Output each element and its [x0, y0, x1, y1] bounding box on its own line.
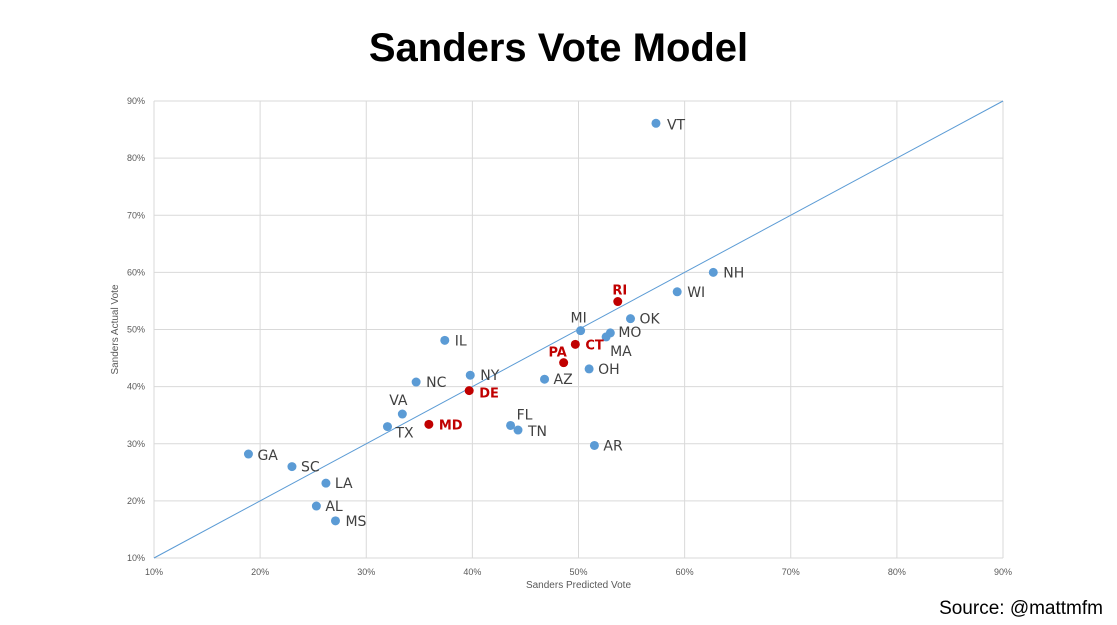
point-nc	[411, 377, 421, 387]
point-ar	[589, 440, 599, 450]
point-label-ms: MS	[345, 514, 366, 530]
point-label-tn: TN	[527, 424, 547, 440]
x-tick-label: 30%	[357, 567, 375, 577]
chart-title: Sanders Vote Model	[368, 26, 749, 70]
y-tick-label: 90%	[127, 96, 145, 106]
x-axis-label: Sanders Predicted Vote	[526, 580, 632, 591]
point-label-az: AZ	[554, 372, 573, 388]
x-tick-label: 80%	[888, 567, 906, 577]
point-ma	[601, 332, 611, 342]
point-oh	[584, 364, 594, 374]
point-label-ma: MA	[610, 344, 632, 360]
x-tick-label: 90%	[994, 567, 1012, 577]
point-label-il: IL	[455, 333, 467, 349]
point-label-ok: OK	[640, 312, 661, 328]
point-label-ny: NY	[480, 368, 499, 384]
axes: 10% 20% 30% 40% 50% 60% 70% 80% 90% 10% 20% 30% 40% 5…	[127, 96, 1012, 577]
point-ok	[626, 314, 636, 324]
point-label-fl: FL	[517, 407, 533, 423]
point-label-ga: GA	[257, 448, 278, 464]
point-ms	[330, 516, 340, 526]
point-labels: VT NH WI RI OK MI MO MA CT IL PA OH NY AZ NC DE VA MD FL TX…	[257, 117, 744, 530]
point-label-al: AL	[325, 499, 343, 515]
source-credit: Source: @mattmfm	[939, 598, 1103, 619]
point-label-nh: NH	[723, 265, 744, 281]
point-il	[440, 335, 450, 345]
x-tick-label: 40%	[463, 567, 481, 577]
y-axis-label: Sanders Actual Vote	[110, 284, 121, 375]
y-tick-label: 30%	[127, 439, 145, 449]
point-label-vt: VT	[667, 117, 686, 133]
point-tx	[382, 422, 392, 432]
point-mi	[576, 326, 586, 336]
point-label-nc: NC	[426, 375, 446, 391]
point-label-tx: TX	[394, 426, 414, 442]
point-label-ct: CT	[585, 338, 604, 353]
point-label-la: LA	[335, 476, 353, 492]
point-md	[424, 419, 434, 429]
point-label-sc: SC	[301, 460, 320, 476]
point-label-mo: MO	[618, 325, 641, 341]
point-label-ri: RI	[612, 284, 627, 299]
x-tick-label: 10%	[145, 567, 163, 577]
point-label-de: DE	[479, 387, 499, 402]
point-pa	[559, 358, 569, 368]
x-tick-label: 50%	[569, 567, 587, 577]
x-tick-label: 70%	[782, 567, 800, 577]
point-fl	[506, 420, 516, 430]
y-tick-label: 10%	[127, 553, 145, 563]
point-nh	[708, 267, 718, 277]
point-ct	[570, 339, 580, 349]
point-la	[321, 478, 331, 488]
point-va	[397, 409, 407, 419]
point-de	[464, 386, 474, 396]
point-label-ar: AR	[603, 438, 623, 454]
point-label-wi: WI	[687, 285, 705, 301]
data-points	[243, 118, 718, 526]
point-ny	[465, 370, 475, 380]
point-label-pa: PA	[548, 346, 566, 361]
y-tick-label: 60%	[127, 267, 145, 277]
point-label-oh: OH	[598, 362, 620, 378]
x-tick-label: 20%	[251, 567, 269, 577]
y-tick-label: 80%	[127, 153, 145, 163]
y-tick-label: 40%	[127, 382, 145, 392]
y-tick-label: 50%	[127, 325, 145, 335]
point-label-va: VA	[389, 393, 408, 409]
point-az	[540, 374, 550, 384]
point-sc	[287, 462, 297, 472]
point-ri	[613, 297, 623, 307]
point-wi	[672, 287, 682, 297]
point-label-md: MD	[439, 418, 463, 433]
point-tn	[513, 425, 523, 435]
y-tick-label: 70%	[127, 210, 145, 220]
point-al	[311, 501, 321, 511]
x-tick-label: 60%	[676, 567, 694, 577]
point-label-mi: MI	[571, 311, 587, 327]
scatter-chart: 10% 20% 30% 40% 50% 60% 70% 80% 90% 10% 20% 30% 40% 5…	[110, 96, 1012, 591]
y-tick-label: 20%	[127, 496, 145, 506]
point-ga	[243, 449, 253, 459]
point-vt	[651, 118, 661, 128]
